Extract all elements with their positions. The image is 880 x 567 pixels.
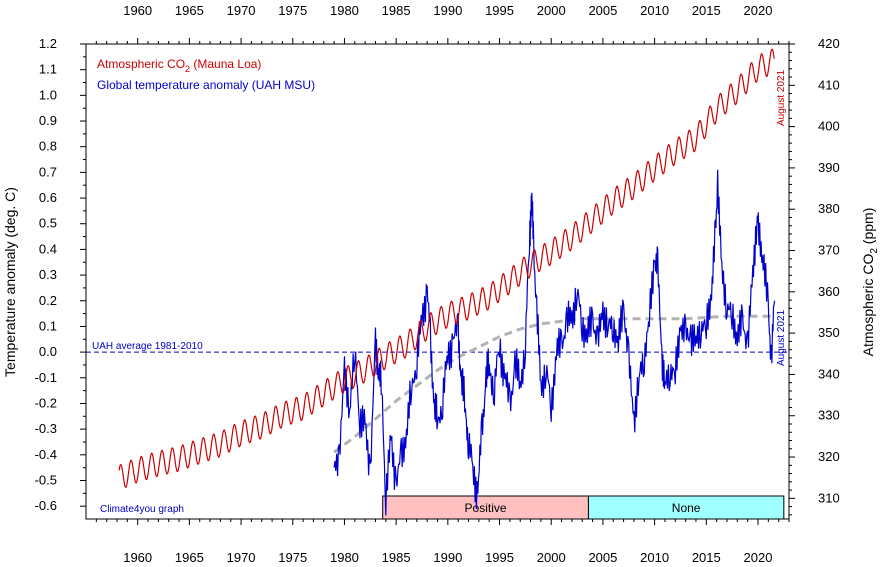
right-tick-label: 340 [818, 366, 840, 381]
left-tick-label: 1.0 [39, 87, 57, 102]
left-tick-label: -0.5 [35, 472, 57, 487]
left-tick-label: -0.3 [35, 421, 57, 436]
enso-band-label: Positive [465, 501, 507, 515]
x-bottom-tick-label: 2000 [537, 550, 566, 565]
right-tick-label: 420 [818, 36, 840, 51]
left-tick-label: 1.1 [39, 62, 57, 77]
left-tick-label: 0.6 [39, 190, 57, 205]
legend: Atmospheric CO2 (Mauna Loa) Global tempe… [97, 57, 315, 92]
co2-end-annotation: August 2021 [776, 69, 787, 126]
x-bottom-tick-label: 2010 [640, 550, 669, 565]
left-tick-label: 0.5 [39, 216, 57, 231]
temperature-end-annotation: August 2021 [776, 309, 787, 366]
right-tick-label: 350 [818, 325, 840, 340]
left-tick-label: 0.1 [39, 318, 57, 333]
right-tick-label: 390 [818, 160, 840, 175]
x-top-tick-label: 1970 [227, 3, 256, 18]
reference-line-label: UAH average 1981-2010 [92, 341, 203, 352]
legend-co2: Atmospheric CO2 (Mauna Loa) [97, 57, 261, 74]
x-bottom-tick-label: 1970 [227, 550, 256, 565]
left-tick-label: 1.2 [39, 36, 57, 51]
left-tick-label: -0.6 [35, 498, 57, 513]
trend-line [333, 314, 775, 454]
x-top-tick-label: 1965 [175, 3, 204, 18]
x-top-tick-label: 2015 [692, 3, 721, 18]
x-bottom-tick-label: 2020 [744, 550, 773, 565]
x-top-tick-label: 1960 [123, 3, 152, 18]
enso-band-label: None [672, 501, 701, 515]
right-tick-label: 400 [818, 119, 840, 134]
x-bottom-tick-label: 1985 [382, 550, 411, 565]
left-tick-label: 0.2 [39, 293, 57, 308]
x-bottom-tick-label: 1975 [278, 550, 307, 565]
x-top-tick-label: 2010 [640, 3, 669, 18]
left-tick-label: 0.8 [39, 139, 57, 154]
left-tick-label: 0.7 [39, 164, 57, 179]
x-top-tick-label: 1980 [330, 3, 359, 18]
left-tick-label: 0.9 [39, 113, 57, 128]
x-bottom-tick-label: 1990 [433, 550, 462, 565]
left-tick-label: 0.0 [39, 344, 57, 359]
right-tick-label: 370 [818, 243, 840, 258]
left-tick-label: -0.4 [35, 447, 57, 462]
right-tick-label: 330 [818, 408, 840, 423]
series-layer [86, 48, 789, 516]
x-top-tick-label: 2000 [537, 3, 566, 18]
right-axis-title: Atmospheric CO2 (ppm) [860, 208, 880, 357]
x-top-tick-label: 1990 [433, 3, 462, 18]
x-bottom-tick-label: 1980 [330, 550, 359, 565]
x-top-tick-label: 1985 [382, 3, 411, 18]
x-bottom-tick-label: 2015 [692, 550, 721, 565]
left-tick-label: -0.2 [35, 395, 57, 410]
x-bottom-tick-label: 1960 [123, 550, 152, 565]
right-tick-label: 410 [818, 77, 840, 92]
left-tick-label: 0.3 [39, 267, 57, 282]
x-top-tick-label: 1975 [278, 3, 307, 18]
x-bottom-tick-label: 1965 [175, 550, 204, 565]
x-top-tick-label: 2005 [588, 3, 617, 18]
right-tick-label: 310 [818, 490, 840, 505]
right-tick-label: 360 [818, 284, 840, 299]
left-axis-title: Temperature anomaly (deg. C) [2, 187, 18, 377]
x-top-tick-label: 2020 [744, 3, 773, 18]
right-tick-label: 320 [818, 449, 840, 464]
co2-line [118, 48, 775, 488]
left-tick-label: 0.4 [39, 241, 57, 256]
legend-temperature: Global temperature anomaly (UAH MSU) [97, 78, 315, 92]
right-tick-label: 380 [818, 201, 840, 216]
x-bottom-tick-label: 2005 [588, 550, 617, 565]
credit-label: Climate4you graph [100, 504, 184, 515]
x-bottom-tick-label: 1995 [485, 550, 514, 565]
left-tick-label: -0.1 [35, 370, 57, 385]
temperature-line [333, 169, 776, 516]
axes: 1960 1960 1965 1965 1970 1970 1975 1975 1980 1980… [35, 3, 840, 565]
enso-bands: Positive None [382, 495, 785, 520]
x-top-tick-label: 1995 [485, 3, 514, 18]
